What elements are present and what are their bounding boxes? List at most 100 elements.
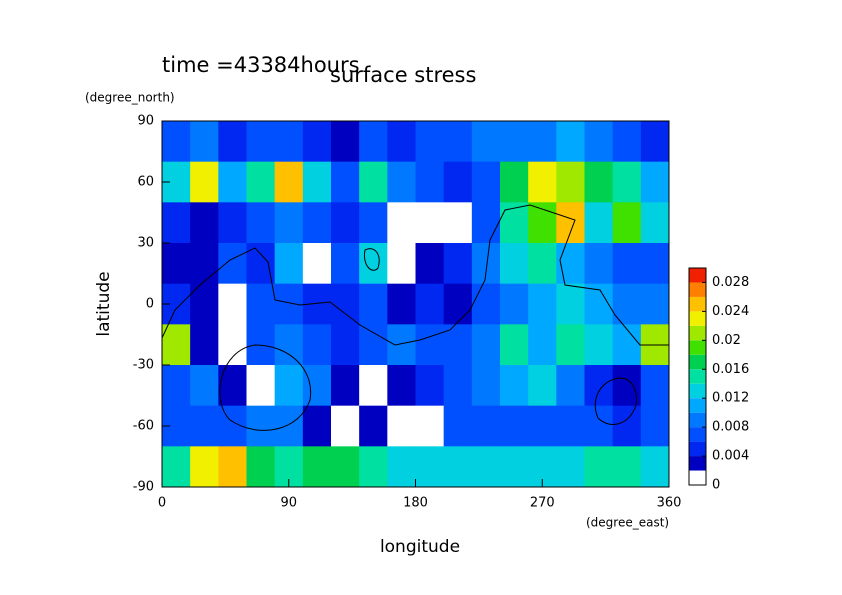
- field-cell: [302, 161, 332, 203]
- field-cell: [415, 202, 445, 244]
- x-tick-label: 360: [657, 496, 682, 511]
- colorbar-swatch: [689, 325, 706, 341]
- colorbar-swatch: [689, 311, 706, 326]
- coastline: [219, 344, 312, 431]
- field-cell: [415, 121, 445, 163]
- coastline: [161, 204, 669, 431]
- field-cell: [331, 121, 360, 163]
- x-tick-label: 0: [158, 496, 166, 511]
- field-cell: [359, 121, 388, 163]
- field-cell: [640, 283, 670, 325]
- field-cell: [640, 243, 670, 285]
- field-cell: [640, 446, 670, 488]
- field-cell: [162, 324, 191, 366]
- field-cell: [612, 283, 642, 325]
- field-cell: [415, 446, 445, 488]
- x-axis-label: longitude: [380, 537, 460, 557]
- field-cell: [359, 283, 388, 325]
- field-cell: [612, 405, 642, 447]
- field-cell: [415, 161, 445, 203]
- field-cell: [584, 365, 614, 407]
- y-tick-label: -30: [133, 358, 154, 373]
- field-cell: [471, 243, 501, 285]
- field-cell: [443, 121, 473, 163]
- field-cell: [556, 202, 585, 244]
- field-cell: [274, 365, 304, 407]
- field-cell: [528, 161, 557, 203]
- field-cell: [218, 121, 247, 163]
- colorbar-tick-label: 0: [712, 478, 720, 493]
- field-cell: [640, 202, 670, 244]
- field-cell: [190, 202, 219, 244]
- field-cell: [415, 243, 445, 285]
- field-cell: [190, 365, 219, 407]
- field-cell: [471, 121, 501, 163]
- field-cell: [584, 446, 614, 488]
- coastline: [161, 204, 669, 346]
- field-cell: [387, 324, 416, 366]
- field-cell: [584, 405, 614, 447]
- field-cell: [246, 161, 276, 203]
- subtitle: time =43384hours: [162, 53, 360, 77]
- field-cell: [443, 446, 473, 488]
- field-cell: [274, 283, 304, 325]
- field-cell: [190, 161, 219, 203]
- field-cell: [218, 446, 247, 488]
- field-cell: [471, 202, 501, 244]
- field-cell: [190, 324, 219, 366]
- field-cell: [415, 283, 445, 325]
- field-cell: [387, 405, 416, 447]
- field-cell: [528, 243, 557, 285]
- coastline: [594, 377, 637, 425]
- colorbar-swatch: [689, 398, 706, 413]
- field-cell: [359, 405, 388, 447]
- colorbar-tick-label: 0.016: [712, 362, 749, 377]
- field-cell: [612, 243, 642, 285]
- colorbar-swatch: [689, 296, 706, 312]
- chart-title: surface stress: [330, 63, 476, 87]
- field-cell: [331, 283, 360, 325]
- field-cell: [500, 121, 529, 163]
- field-cell: [246, 365, 276, 407]
- field-cell: [612, 202, 642, 244]
- field-cell: [387, 283, 416, 325]
- field-cell: [190, 243, 219, 285]
- field-cell: [162, 121, 191, 163]
- colorbar-tick-label: 0.004: [712, 449, 749, 464]
- field-cell: [471, 324, 501, 366]
- field-cell: [612, 446, 642, 488]
- field-cell: [443, 202, 473, 244]
- field-cell: [190, 405, 219, 447]
- field-cell: [246, 121, 276, 163]
- x-tick-label: 90: [280, 496, 297, 511]
- field-cell: [302, 121, 332, 163]
- colorbar-frame: [688, 267, 707, 486]
- field-cell: [471, 365, 501, 407]
- y-tick-label: -60: [133, 419, 154, 434]
- field-cell: [331, 405, 360, 447]
- field-cell: [218, 202, 247, 244]
- field-cell: [387, 365, 416, 407]
- field-cell: [246, 202, 276, 244]
- field-cell: [471, 405, 501, 447]
- colorbar-tick-label: 0.008: [712, 420, 749, 435]
- field: [162, 121, 670, 488]
- field-cell: [528, 202, 557, 244]
- field-cell: [500, 324, 529, 366]
- field-cell: [500, 202, 529, 244]
- field-cell: [162, 365, 191, 407]
- field-cell: [331, 446, 360, 488]
- colorbar-swatch: [689, 456, 706, 471]
- field-cell: [528, 365, 557, 407]
- field-cell: [612, 121, 642, 163]
- field-cell: [640, 161, 670, 203]
- field-cell: [359, 365, 388, 407]
- colorbar-tick-label: 0.028: [712, 275, 749, 290]
- field-cell: [640, 121, 670, 163]
- field-cell: [471, 161, 501, 203]
- y-axis-label: latitude: [94, 271, 114, 336]
- field-cell: [443, 243, 473, 285]
- colorbar-swatch: [689, 282, 706, 297]
- field-cell: [302, 405, 332, 447]
